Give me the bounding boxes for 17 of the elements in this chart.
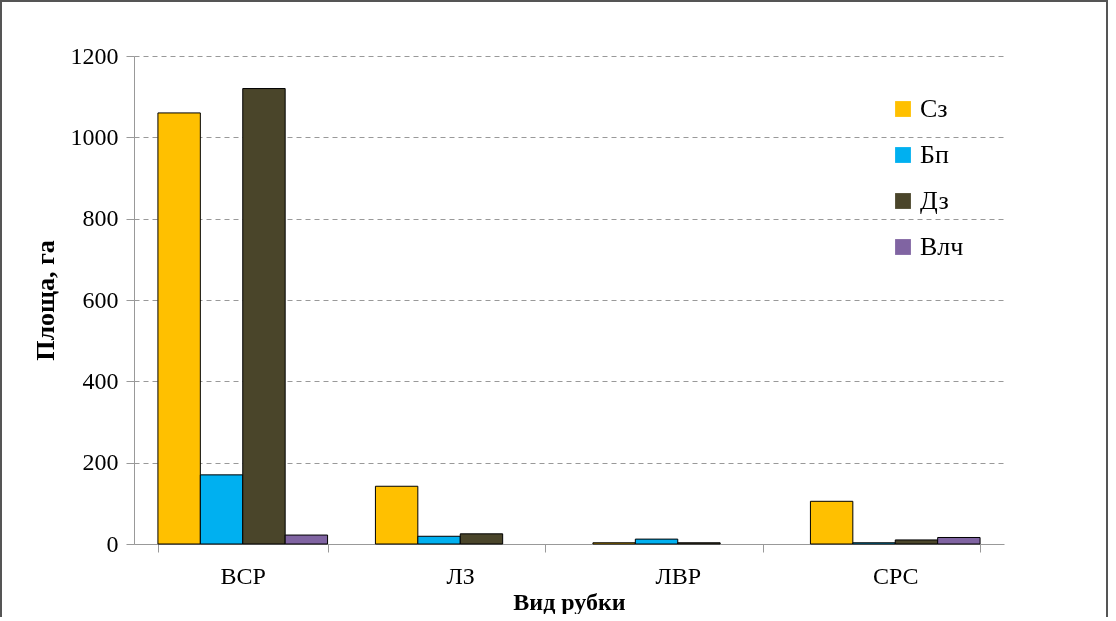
- y-tick-label: 600: [82, 286, 119, 313]
- y-axis-title: Площа, га: [30, 240, 60, 361]
- y-tick-label: 0: [106, 530, 119, 557]
- y-tick-label: 400: [82, 367, 119, 394]
- y-tick-label: 1000: [70, 123, 119, 150]
- x-tick-label: ВСР: [220, 562, 266, 589]
- legend-label: Влч: [920, 232, 964, 261]
- x-tick-label: ЛЗ: [446, 562, 475, 589]
- x-axis-title: Вид рубки: [513, 588, 626, 615]
- y-tick-label: 800: [82, 205, 119, 232]
- legend-label: Дз: [920, 186, 949, 215]
- y-tick-label: 1200: [70, 42, 119, 69]
- legend-label: Сз: [920, 94, 948, 123]
- x-tick-label: СРС: [872, 562, 919, 589]
- legend-label: Бп: [920, 140, 949, 169]
- y-tick-label: 200: [82, 449, 119, 476]
- x-tick-label: ЛВР: [655, 562, 702, 589]
